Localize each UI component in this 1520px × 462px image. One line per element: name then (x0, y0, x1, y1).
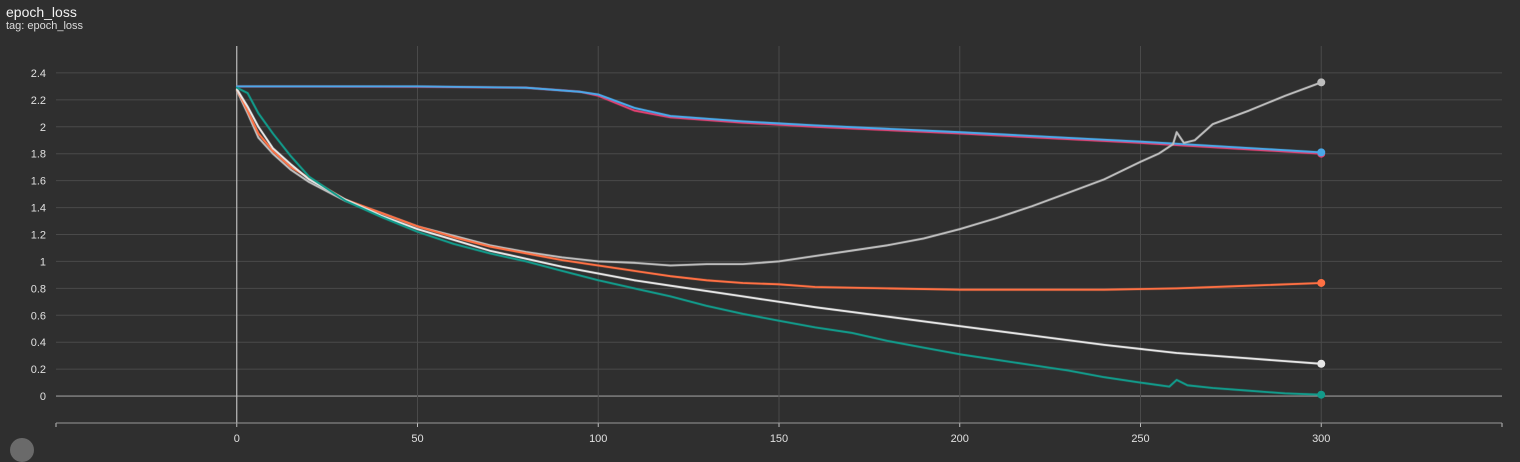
series-endpoint[interactable] (1317, 359, 1326, 368)
chart-subtitle: tag: epoch_loss (6, 20, 84, 32)
grid (56, 46, 1502, 423)
corner-bubble[interactable] (10, 438, 34, 462)
series-line[interactable] (235, 85, 1323, 154)
series-line[interactable] (235, 88, 1323, 291)
y-tick-label: 0.2 (31, 364, 46, 376)
y-tick-label: 1.2 (31, 230, 46, 242)
y-tick-label: 2.2 (31, 95, 46, 107)
series-endpoint[interactable] (1317, 78, 1326, 87)
series-line[interactable] (235, 86, 1323, 396)
y-tick-label: 0 (40, 391, 46, 403)
y-tick-label: 1.4 (31, 203, 46, 215)
y-tick-label: 0.6 (31, 310, 46, 322)
series-line[interactable] (235, 88, 1323, 365)
x-tick-label: 250 (1131, 433, 1149, 445)
x-tick-label: 200 (951, 433, 969, 445)
series-group (235, 78, 1326, 399)
series-endpoint[interactable] (1317, 278, 1326, 287)
y-tick-label: 1.6 (31, 176, 46, 188)
chart-header: epoch_loss tag: epoch_loss (6, 4, 83, 33)
x-tick-label: 150 (770, 433, 788, 445)
series-endpoint[interactable] (1317, 390, 1326, 399)
y-tick-label: 2 (40, 122, 46, 134)
x-tick-label: 50 (411, 433, 423, 445)
axes (55, 422, 1503, 427)
x-tick-label: 0 (234, 433, 240, 445)
y-tick-label: 1.8 (31, 149, 46, 161)
line-chart[interactable]: 0 0.2 0.4 0.6 0.8 1 1.2 1.4 1.6 1.8 2 2.2 2.4 0 50 100 1… (0, 0, 1520, 450)
y-tick-label: 0.4 (31, 337, 46, 349)
tick-labels: 0 0.2 0.4 0.6 0.8 1 1.2 1.4 1.6 1.8 2 2.2 2.4 0 50 100 1… (31, 68, 1331, 445)
x-tick-label: 300 (1312, 433, 1330, 445)
y-tick-label: 2.4 (31, 68, 46, 80)
series-endpoint[interactable] (1317, 148, 1326, 157)
x-tick-label: 100 (589, 433, 607, 445)
chart-title: epoch_loss (6, 4, 77, 20)
y-tick-label: 1 (40, 256, 46, 268)
y-tick-label: 0.8 (31, 283, 46, 295)
